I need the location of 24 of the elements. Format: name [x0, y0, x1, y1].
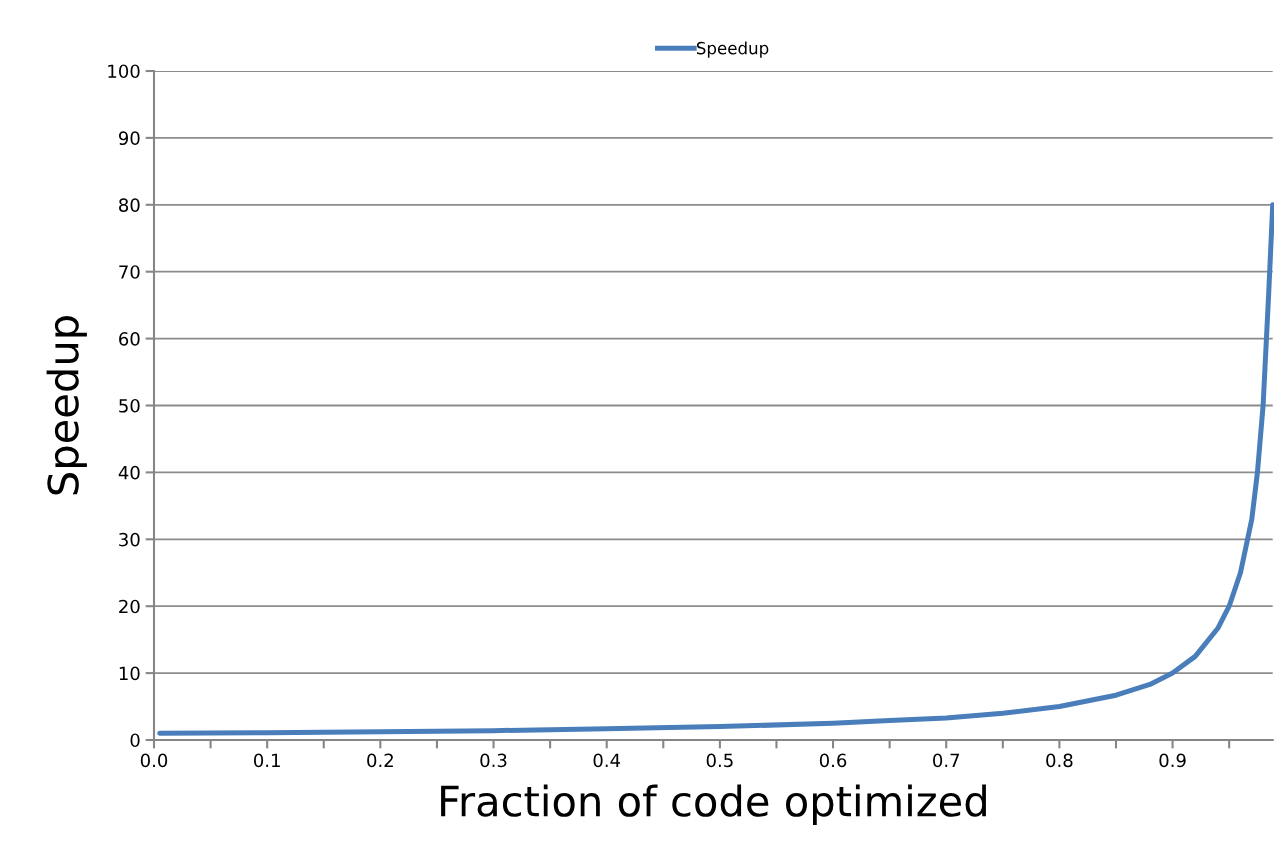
x-tick-label: 0.7	[933, 753, 960, 768]
x-tick-label: 0.5	[706, 753, 733, 768]
legend-label: Speedup	[696, 41, 769, 58]
y-tick-label: 70	[119, 265, 140, 279]
x-tick-label: 0.3	[480, 753, 507, 768]
y-tick-label: 80	[119, 198, 140, 212]
x-tick-label: 0.1	[254, 753, 280, 768]
y-tick-label: 100	[108, 64, 140, 79]
y-tick-label: 30	[119, 532, 140, 547]
x-axis-title: Fraction of code optimized	[441, 784, 986, 825]
y-tick-label: 90	[118, 131, 140, 146]
x-tick-label: 0.9	[1159, 753, 1186, 768]
y-tick-label: 60	[119, 332, 140, 346]
x-tick-label: 0.8	[1046, 753, 1073, 768]
y-tick-label: 50	[119, 398, 140, 413]
x-tick-label: 0.4	[593, 753, 621, 768]
y-tick-label: 20	[119, 599, 140, 614]
y-axis-title: Speedup	[46, 316, 87, 495]
y-tick-label: 0	[130, 733, 140, 748]
x-tick-label: 0.0	[140, 753, 168, 768]
y-tick-label: 40	[118, 465, 140, 480]
y-tick-label: 10	[119, 666, 140, 681]
x-tick-label: 0.6	[819, 753, 847, 768]
x-tick-label: 0.2	[367, 753, 393, 768]
